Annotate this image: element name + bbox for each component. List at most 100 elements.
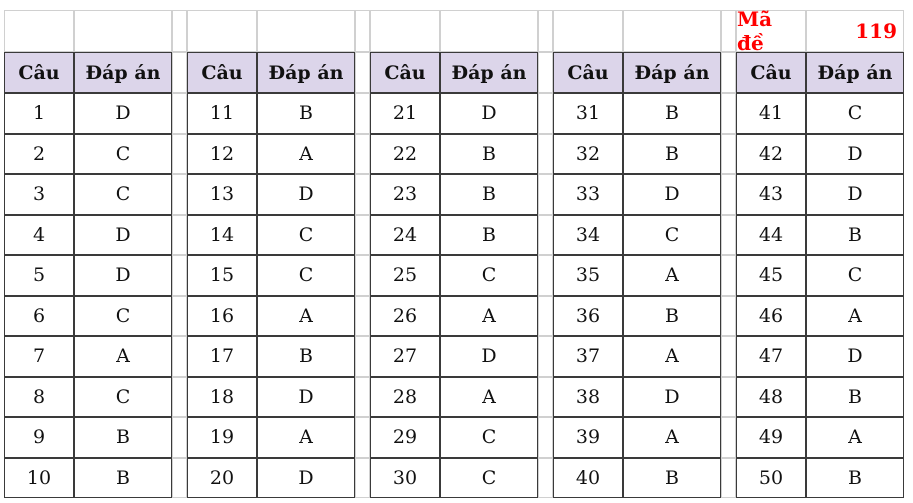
- answer-cell[interactable]: A: [440, 295, 538, 336]
- gap-cell[interactable]: [721, 417, 736, 458]
- question-number[interactable]: 31: [553, 93, 623, 134]
- answer-cell[interactable]: B: [257, 336, 355, 377]
- gap-cell[interactable]: [355, 133, 370, 174]
- question-number[interactable]: 5: [4, 255, 74, 296]
- gap-cell[interactable]: [538, 376, 553, 417]
- gap-cell[interactable]: [172, 93, 187, 134]
- answer-cell[interactable]: C: [623, 214, 721, 255]
- answer-cell[interactable]: B: [623, 457, 721, 498]
- gap-cell[interactable]: [721, 174, 736, 215]
- gap-cell[interactable]: [172, 52, 187, 93]
- answer-cell[interactable]: A: [440, 376, 538, 417]
- answer-cell[interactable]: A: [806, 417, 904, 458]
- answer-cell[interactable]: A: [623, 255, 721, 296]
- question-number[interactable]: 11: [187, 93, 257, 134]
- question-number[interactable]: 3: [4, 174, 74, 215]
- gap-cell[interactable]: [721, 336, 736, 377]
- gap-cell[interactable]: [172, 457, 187, 498]
- question-number[interactable]: 44: [736, 214, 806, 255]
- answer-cell[interactable]: C: [257, 214, 355, 255]
- header-answer[interactable]: Đáp án: [806, 52, 904, 93]
- question-number[interactable]: 8: [4, 376, 74, 417]
- question-number[interactable]: 19: [187, 417, 257, 458]
- gap-cell[interactable]: [172, 417, 187, 458]
- question-number[interactable]: 28: [370, 376, 440, 417]
- answer-cell[interactable]: D: [74, 93, 172, 134]
- answer-cell[interactable]: C: [440, 255, 538, 296]
- answer-cell[interactable]: D: [806, 174, 904, 215]
- gap-cell[interactable]: [721, 93, 736, 134]
- question-number[interactable]: 23: [370, 174, 440, 215]
- question-number[interactable]: 14: [187, 214, 257, 255]
- question-number[interactable]: 46: [736, 295, 806, 336]
- blank-cell[interactable]: [553, 10, 623, 52]
- gap-cell[interactable]: [172, 295, 187, 336]
- question-number[interactable]: 2: [4, 133, 74, 174]
- answer-cell[interactable]: B: [623, 93, 721, 134]
- gap-cell[interactable]: [172, 376, 187, 417]
- header-question[interactable]: Câu: [553, 52, 623, 93]
- question-number[interactable]: 9: [4, 417, 74, 458]
- question-number[interactable]: 20: [187, 457, 257, 498]
- question-number[interactable]: 33: [553, 174, 623, 215]
- answer-cell[interactable]: D: [74, 255, 172, 296]
- question-number[interactable]: 26: [370, 295, 440, 336]
- gap-cell[interactable]: [721, 295, 736, 336]
- answer-cell[interactable]: D: [806, 336, 904, 377]
- gap-cell[interactable]: [538, 93, 553, 134]
- header-question[interactable]: Câu: [187, 52, 257, 93]
- question-number[interactable]: 35: [553, 255, 623, 296]
- gap-cell[interactable]: [355, 52, 370, 93]
- answer-cell[interactable]: C: [806, 255, 904, 296]
- answer-cell[interactable]: B: [440, 174, 538, 215]
- gap-cell[interactable]: [172, 336, 187, 377]
- blank-cell[interactable]: [74, 10, 172, 52]
- answer-cell[interactable]: B: [623, 133, 721, 174]
- blank-cell[interactable]: [4, 10, 74, 52]
- gap-cell[interactable]: [538, 417, 553, 458]
- question-number[interactable]: 43: [736, 174, 806, 215]
- header-answer[interactable]: Đáp án: [440, 52, 538, 93]
- answer-cell[interactable]: A: [257, 417, 355, 458]
- gap-cell[interactable]: [355, 174, 370, 215]
- blank-cell[interactable]: [257, 10, 355, 52]
- question-number[interactable]: 40: [553, 457, 623, 498]
- gap-cell[interactable]: [721, 214, 736, 255]
- answer-cell[interactable]: D: [257, 376, 355, 417]
- gap-cell[interactable]: [355, 376, 370, 417]
- gap-cell[interactable]: [538, 52, 553, 93]
- gap-cell[interactable]: [355, 93, 370, 134]
- answer-cell[interactable]: B: [440, 214, 538, 255]
- answer-cell[interactable]: C: [440, 417, 538, 458]
- exam-code-label[interactable]: Mã đề: [736, 7, 806, 55]
- answer-cell[interactable]: A: [806, 295, 904, 336]
- question-number[interactable]: 24: [370, 214, 440, 255]
- answer-cell[interactable]: D: [623, 376, 721, 417]
- gap-cell[interactable]: [355, 214, 370, 255]
- gap-cell[interactable]: [172, 10, 187, 52]
- answer-cell[interactable]: A: [623, 336, 721, 377]
- answer-cell[interactable]: A: [257, 295, 355, 336]
- question-number[interactable]: 13: [187, 174, 257, 215]
- header-question[interactable]: Câu: [736, 52, 806, 93]
- question-number[interactable]: 7: [4, 336, 74, 377]
- gap-cell[interactable]: [172, 214, 187, 255]
- question-number[interactable]: 30: [370, 457, 440, 498]
- answer-cell[interactable]: B: [623, 295, 721, 336]
- answer-cell[interactable]: B: [806, 376, 904, 417]
- question-number[interactable]: 41: [736, 93, 806, 134]
- answer-cell[interactable]: D: [257, 457, 355, 498]
- gap-cell[interactable]: [721, 52, 736, 93]
- answer-cell[interactable]: B: [440, 133, 538, 174]
- question-number[interactable]: 25: [370, 255, 440, 296]
- gap-cell[interactable]: [355, 10, 370, 52]
- question-number[interactable]: 39: [553, 417, 623, 458]
- question-number[interactable]: 45: [736, 255, 806, 296]
- blank-cell[interactable]: [440, 10, 538, 52]
- question-number[interactable]: 21: [370, 93, 440, 134]
- gap-cell[interactable]: [172, 174, 187, 215]
- question-number[interactable]: 27: [370, 336, 440, 377]
- question-number[interactable]: 10: [4, 457, 74, 498]
- answer-cell[interactable]: C: [74, 174, 172, 215]
- question-number[interactable]: 50: [736, 457, 806, 498]
